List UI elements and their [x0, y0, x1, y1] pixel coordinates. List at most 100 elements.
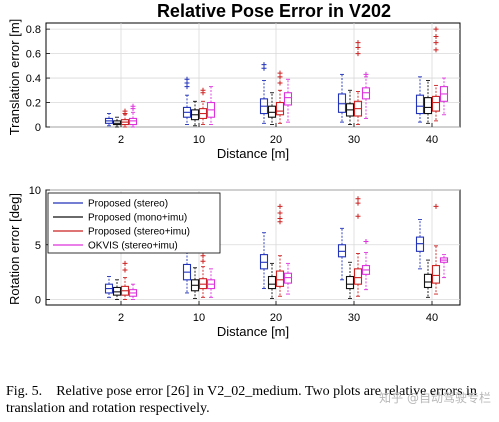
outlier-marker — [277, 203, 283, 209]
box-0-3 — [337, 227, 347, 281]
outlier-marker — [355, 51, 361, 57]
box-iqr — [423, 97, 433, 115]
box-iqr — [423, 273, 433, 289]
box-iqr — [267, 275, 277, 290]
x-tick-label: 10 — [193, 134, 205, 146]
box-iqr — [337, 93, 347, 113]
outlier-marker — [433, 40, 439, 46]
box-1-1 — [190, 100, 200, 127]
box-2-0 — [120, 260, 130, 300]
legend-label: Proposed (stereo+imu) — [88, 227, 190, 238]
y-tick-label: 0.2 — [26, 98, 41, 110]
x-tick-label: 10 — [193, 312, 205, 324]
box-iqr — [112, 120, 122, 126]
box-iqr — [275, 101, 285, 116]
rotation-xticks: 2 10 20 30 40 — [118, 301, 438, 324]
box-iqr — [353, 268, 363, 285]
legend-label: Proposed (stereo) — [88, 199, 168, 210]
outlier-marker — [122, 108, 128, 114]
y-tick-label: 0.4 — [26, 73, 41, 85]
x-tick-label: 40 — [426, 312, 438, 324]
box-3-2 — [283, 262, 293, 295]
box-iqr — [415, 94, 425, 115]
x-tick-label: 30 — [348, 312, 360, 324]
outlier-marker — [277, 210, 283, 216]
box-2-2 — [275, 203, 285, 297]
rotation-boxes — [104, 196, 449, 300]
outlier-marker — [355, 196, 361, 202]
outlier-marker — [355, 40, 361, 46]
outlier-marker — [277, 215, 283, 221]
outlier-marker — [363, 238, 369, 244]
box-0-2 — [259, 232, 269, 290]
box-1-0 — [112, 279, 122, 300]
outlier-marker — [277, 70, 283, 76]
box-3-4 — [439, 77, 449, 116]
outlier-marker — [200, 258, 206, 264]
translation-plot-frame — [45, 22, 461, 128]
y-tick-label: 0.8 — [26, 24, 41, 36]
caption-text: Relative pose error [26] in V2_02_medium… — [6, 384, 477, 416]
y-tick-label: 0 — [35, 122, 41, 134]
box-1-3 — [345, 89, 355, 126]
legend-label: OKVIS (stereo+imu) — [88, 241, 178, 252]
x-tick-label: 20 — [270, 134, 282, 146]
box-3-0 — [128, 103, 138, 128]
x-tick-label: 2 — [118, 134, 124, 146]
x-tick-label: 40 — [426, 134, 438, 146]
translation-gridlines — [46, 23, 460, 128]
box-3-1 — [206, 86, 216, 126]
box-1-4 — [423, 80, 433, 124]
rotation-xlabel: Distance [m] — [217, 324, 289, 339]
figure-title: Relative Pose Error in V202 — [157, 1, 391, 21]
box-3-0 — [128, 283, 138, 300]
box-0-0 — [104, 113, 114, 127]
box-3-3 — [361, 71, 371, 119]
translation-plot: 0 0.2 0.4 0.6 0.8 2 10 20 30 40 Distance [m] Tra… — [7, 19, 461, 161]
box-iqr — [283, 92, 293, 106]
box-iqr — [267, 105, 277, 118]
outlier-marker — [261, 62, 267, 68]
box-0-0 — [104, 276, 114, 298]
box-0-2 — [259, 62, 269, 124]
box-0-4 — [415, 219, 425, 270]
outlier-marker — [200, 87, 206, 93]
x-tick-label: 20 — [270, 312, 282, 324]
outlier-marker — [130, 103, 136, 109]
box-2-2 — [275, 70, 285, 124]
outlier-marker — [122, 267, 128, 273]
y-tick-label: 5 — [35, 240, 41, 252]
rotation-legend: Proposed (stereo) Proposed (mono+imu) Prop… — [47, 192, 221, 254]
outlier-marker — [433, 26, 439, 32]
box-1-2 — [267, 92, 277, 126]
box-1-0 — [112, 116, 122, 128]
caption-number: Fig. 5. — [6, 384, 43, 399]
figure-caption: Fig. 5. Relative pose error [26] in V2_02… — [6, 383, 494, 417]
outlier-marker — [355, 213, 361, 219]
y-tick-label: 0.6 — [26, 49, 41, 61]
outlier-marker — [277, 80, 283, 86]
outlier-marker — [122, 260, 128, 266]
box-2-0 — [120, 108, 130, 128]
outlier-marker — [200, 253, 206, 259]
translation-ylabel: Translation error [m] — [7, 19, 22, 136]
box-3-3 — [361, 238, 371, 291]
box-3-4 — [439, 254, 449, 279]
outlier-marker — [433, 47, 439, 53]
box-2-4 — [431, 203, 441, 295]
box-iqr — [361, 87, 371, 100]
box-3-1 — [206, 268, 216, 298]
translation-yticks: 0 0.2 0.4 0.6 0.8 — [26, 24, 50, 134]
outlier-marker — [355, 200, 361, 206]
outlier-marker — [355, 44, 361, 50]
box-1-4 — [423, 259, 433, 298]
box-iqr — [345, 275, 355, 290]
box-0-1 — [182, 76, 192, 126]
box-1-2 — [267, 262, 277, 299]
box-2-1 — [198, 253, 208, 298]
outlier-marker — [184, 76, 190, 82]
box-2-1 — [198, 87, 208, 126]
box-3-2 — [283, 78, 293, 123]
box-iqr — [275, 270, 285, 287]
